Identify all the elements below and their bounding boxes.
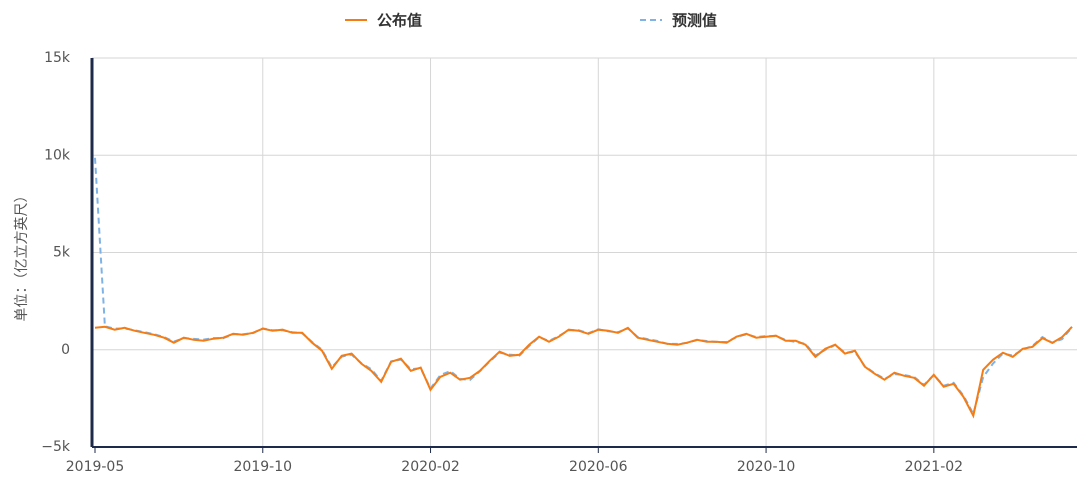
legend-label[interactable]: 预测值 [672,12,717,30]
x-tick-label: 2019-10 [234,459,293,475]
x-tick-label: 2020-02 [401,459,460,475]
y-tick-label: 10k [44,147,71,163]
y-tick-label: 5k [53,245,71,261]
series-line [94,157,1073,417]
legend-label[interactable]: 公布值 [377,12,422,30]
y-tick-label: 15k [44,50,71,66]
series-line [94,325,1073,419]
y-tick-label: 0 [61,342,70,358]
y-tick-label: −5k [41,439,71,455]
x-tick-label: 2021-02 [905,459,964,475]
x-tick-label: 2020-10 [737,459,796,475]
x-tick-label: 2019-05 [66,459,125,475]
x-tick-label: 2020-06 [569,459,628,475]
y-axis-label: 单位：（亿立方英尺） [13,189,30,322]
